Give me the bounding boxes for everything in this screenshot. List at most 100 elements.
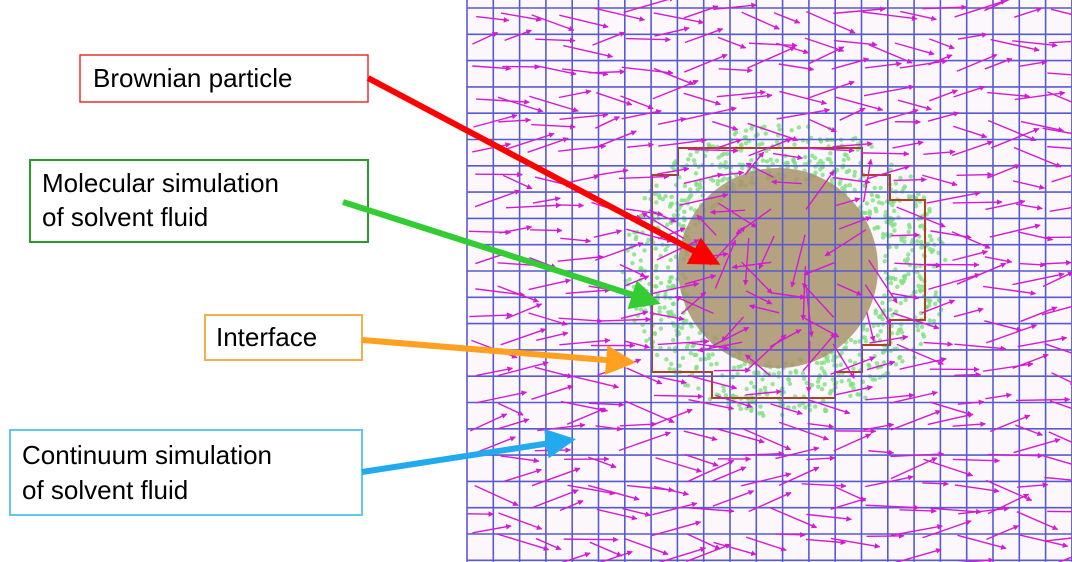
molecule (745, 387, 749, 391)
molecule (920, 325, 924, 329)
molecule (876, 195, 880, 199)
molecule (876, 333, 880, 337)
molecule (699, 357, 703, 361)
molecule (813, 156, 817, 160)
brownian-particle (678, 168, 878, 368)
molecule (915, 239, 919, 243)
molecule (706, 353, 710, 357)
molecule (777, 371, 781, 375)
molecule (900, 359, 904, 363)
molecule (634, 235, 638, 239)
molecule (760, 411, 764, 415)
molecule (927, 207, 931, 211)
molecule (810, 383, 814, 387)
molecule (827, 157, 831, 161)
molecule (627, 233, 631, 237)
molecule (670, 202, 674, 206)
molecule (669, 221, 673, 225)
molecule (788, 382, 792, 386)
molecule (883, 259, 887, 263)
velocity-vector (564, 539, 618, 540)
molecule (802, 377, 806, 381)
molecule (720, 178, 724, 182)
molecule (888, 308, 892, 312)
velocity-vector (891, 235, 919, 236)
molecule (668, 367, 672, 371)
molecule (874, 209, 878, 213)
molecule (714, 362, 718, 366)
molecule (749, 158, 753, 162)
molecule (711, 179, 715, 183)
molecule (842, 158, 846, 162)
molecule (665, 223, 669, 227)
molecule (678, 364, 682, 368)
molecule (844, 153, 848, 157)
molecule (874, 308, 878, 312)
molecule (879, 329, 883, 333)
molecule (844, 345, 848, 349)
molecule (897, 328, 901, 332)
molecule (876, 225, 880, 229)
molecule (688, 153, 692, 157)
molecule (643, 196, 647, 200)
molecule (639, 307, 643, 311)
molecule (907, 194, 911, 198)
molecule (933, 302, 937, 306)
molecule (689, 206, 693, 210)
molecule (865, 201, 869, 205)
molecule (848, 394, 852, 398)
velocity-vector (1016, 399, 1070, 400)
molecule (670, 275, 674, 279)
molecule (867, 364, 871, 368)
molecule (803, 405, 807, 409)
molecule (749, 381, 753, 385)
molecule (815, 361, 819, 365)
molecule (823, 382, 827, 386)
molecule (639, 258, 643, 262)
molecule (777, 123, 781, 127)
molecule (627, 277, 631, 281)
molecule (710, 352, 714, 356)
molecule (653, 284, 657, 288)
molecule (739, 364, 743, 368)
label-text: Continuum simulation (22, 440, 272, 470)
simulation-field (467, 0, 1072, 562)
molecule (744, 129, 748, 133)
molecule (899, 301, 903, 305)
molecule (849, 383, 853, 387)
molecule (907, 230, 911, 234)
molecule (666, 265, 670, 269)
molecule (749, 127, 753, 131)
molecule (848, 183, 852, 187)
label-text: of solvent fluid (42, 202, 208, 232)
molecule (932, 319, 936, 323)
molecule (803, 155, 807, 159)
molecule (757, 142, 761, 146)
label-text: of solvent fluid (22, 475, 188, 505)
molecule (688, 187, 692, 191)
molecule (765, 159, 769, 163)
molecule (816, 380, 820, 384)
molecule (666, 285, 670, 289)
molecule (847, 169, 851, 173)
molecule (881, 350, 885, 354)
molecule (801, 371, 805, 375)
molecule (642, 248, 646, 252)
molecule (715, 182, 719, 186)
molecule (893, 277, 897, 281)
molecule (659, 326, 663, 330)
molecule (840, 379, 844, 383)
molecule (758, 388, 762, 392)
molecule (630, 261, 634, 265)
molecule (686, 383, 690, 387)
molecule (907, 223, 911, 227)
molecule (692, 353, 696, 357)
molecule (865, 328, 869, 332)
molecule (849, 338, 853, 342)
velocity-vector (957, 175, 993, 176)
velocity-vector (867, 536, 904, 537)
molecule (724, 393, 728, 397)
molecule (853, 340, 857, 344)
molecule (686, 157, 690, 161)
molecule (639, 266, 643, 270)
